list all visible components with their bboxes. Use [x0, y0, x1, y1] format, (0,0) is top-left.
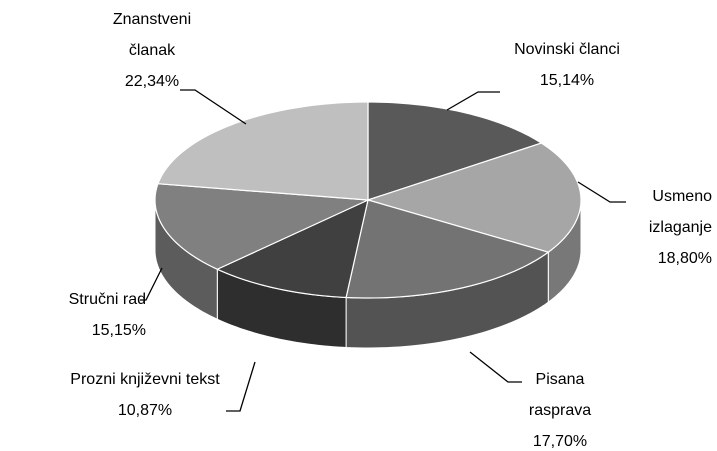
leader-line: [226, 361, 256, 412]
pie-tops: [154, 101, 582, 299]
slice-label: Prozni književni tekst 10,87%: [70, 364, 220, 426]
leader-line: [140, 267, 163, 301]
value-label: 22,34%: [124, 73, 180, 90]
slice-label: Stručni rad 15,15%: [6, 284, 146, 346]
leader-line: [446, 91, 500, 111]
pie-sides: [154, 199, 582, 349]
slice-label: Znanstveni članak 22,34%: [92, 4, 212, 97]
value-label: 15,15%: [91, 322, 146, 339]
value-label: 15,14%: [539, 72, 595, 89]
value-label: 10,87%: [117, 402, 173, 419]
leader-line: [577, 181, 626, 203]
category-label: Prozni književni tekst: [70, 371, 220, 388]
value-label: 17,70%: [532, 433, 588, 450]
category-label: Znanstveni članak: [112, 11, 192, 59]
slice-label: Pisana rasprava 17,70%: [510, 364, 610, 451]
pie-slice: [365, 142, 582, 253]
category-label: Pisana rasprava: [528, 371, 592, 419]
pie-slice: [367, 101, 543, 201]
pie-slice: [157, 101, 369, 201]
category-label: Stručni rad: [68, 291, 146, 308]
leader-line: [469, 351, 522, 383]
pie-slice: [215, 198, 369, 299]
pie-slice: [345, 199, 550, 299]
leader-line: [180, 89, 247, 125]
slice-label: Novinski članci 15,14%: [492, 34, 642, 96]
pie-slice: [154, 183, 371, 270]
slice-label: Usmeno izlaganje 18,80%: [612, 181, 712, 274]
category-label: Novinski članci: [514, 41, 620, 58]
value-label: 18,80%: [657, 250, 712, 267]
category-label: Usmeno izlaganje: [648, 188, 712, 236]
